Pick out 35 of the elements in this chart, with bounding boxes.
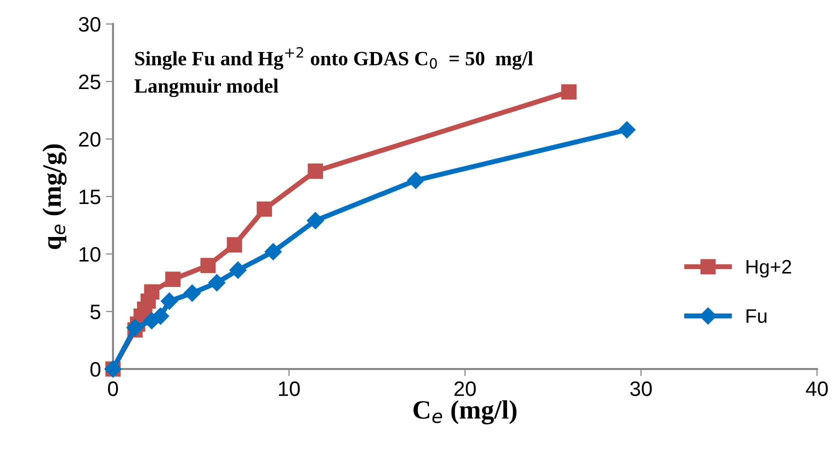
point xyxy=(561,84,576,100)
point xyxy=(160,292,178,310)
point xyxy=(226,237,242,252)
point xyxy=(407,172,424,189)
point xyxy=(184,284,201,302)
point xyxy=(165,272,180,287)
annotation: Single Fu and Hg$^{+2}$ onto GDAS C$_{0}$ = 50 mg/l xyxy=(135,47,533,70)
legend-label: Fu xyxy=(746,309,766,323)
point xyxy=(200,258,216,274)
y-axis-title: q$_{e}$ (mg/g) xyxy=(42,144,67,249)
point xyxy=(152,308,170,325)
x-tick-label: 10 xyxy=(279,381,300,396)
annotation: Langmuir model xyxy=(134,78,278,98)
point xyxy=(144,284,160,300)
y-tick-label: 5 xyxy=(90,304,100,320)
point xyxy=(126,319,144,336)
point xyxy=(618,121,636,138)
point xyxy=(256,202,272,217)
x-axis-title: C$_{e}$ (mg/l) xyxy=(414,400,516,424)
point xyxy=(308,164,324,179)
y-tick-label: 20 xyxy=(79,132,100,147)
point xyxy=(229,262,247,279)
x-tick-label: 40 xyxy=(806,381,828,396)
y-tick-label: 25 xyxy=(79,74,100,90)
x-tick-label: 30 xyxy=(630,381,652,396)
x-tick-label: 20 xyxy=(454,381,476,396)
x-tick-label: 0 xyxy=(108,381,118,396)
y-tick-label: 15 xyxy=(80,190,100,204)
point xyxy=(306,212,324,230)
y-tick-label: 30 xyxy=(78,17,100,32)
legend-label: Hg+2 xyxy=(746,260,792,278)
point xyxy=(208,274,226,292)
y-tick-label: 0 xyxy=(90,362,100,377)
y-tick-label: 10 xyxy=(80,247,100,262)
point xyxy=(264,243,282,260)
